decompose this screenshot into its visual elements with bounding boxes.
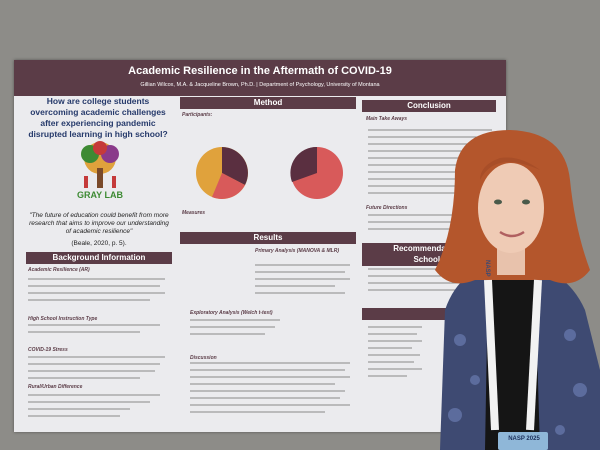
subheading: Participants: — [182, 112, 213, 118]
section-header: Conclusion — [362, 100, 496, 112]
subheading: Main Take Aways — [366, 116, 408, 122]
text-line — [555, 425, 565, 435]
subheading: COVID-19 Stress — [28, 347, 68, 353]
eye — [522, 199, 530, 205]
eye — [494, 199, 502, 205]
title-bar: Academic Resilience in the Aftermath of … — [14, 60, 506, 96]
tree-trunk — [97, 168, 103, 188]
subheading: Measures — [182, 210, 206, 216]
subheading: Exploratory Analysis (Welch t-test) — [190, 310, 273, 316]
text-line — [573, 383, 587, 397]
face — [478, 163, 544, 253]
text-line — [470, 375, 480, 385]
smile — [499, 230, 525, 238]
pie-slice — [212, 173, 245, 199]
logo-tree — [81, 141, 119, 188]
section-header: Method — [180, 97, 356, 109]
subheading: Discussion — [190, 355, 217, 361]
text-lines — [190, 264, 350, 413]
text-line — [454, 334, 466, 346]
shirt — [485, 275, 540, 450]
tree-crown — [93, 141, 107, 155]
section-header: Background Information — [26, 252, 172, 264]
subheading: Academic Resilience (AR) — [28, 267, 90, 273]
quote: "The future of education could benefit f… — [29, 212, 169, 235]
section-header: Results — [180, 232, 356, 244]
citation: (Beale, 2020, p. 5). — [71, 240, 127, 247]
text-line — [448, 408, 462, 422]
subheading: High School Instruction Type — [28, 316, 98, 322]
poster-title: Academic Resilience in the Aftermath of … — [128, 65, 392, 77]
poster-authors: Gillian Wilcox, M.A. & Jacqueline Brown,… — [140, 82, 380, 88]
text-line — [564, 329, 576, 341]
pie-slice — [290, 146, 317, 182]
subheading: Future Directions — [366, 205, 408, 211]
lanyard — [484, 279, 499, 431]
subheading: Rural/Urban Difference — [28, 384, 83, 390]
pie-slice — [222, 147, 248, 185]
group — [190, 264, 350, 413]
badge — [498, 432, 548, 450]
group — [448, 329, 587, 435]
lanyard — [526, 279, 542, 431]
person — [435, 130, 600, 450]
badge-text: NASP 2025 — [508, 436, 540, 442]
research-question: How are college students overcoming acad… — [28, 96, 168, 139]
lanyard-text: NASP — [484, 260, 490, 277]
text-lines — [28, 278, 165, 417]
subheading: Primary Analysis (MANOVA & MLR) — [255, 248, 339, 254]
figure — [84, 176, 88, 188]
logo-text: GRAY LAB — [76, 190, 123, 200]
fringe — [480, 157, 540, 180]
group — [28, 278, 165, 417]
figure — [112, 176, 116, 188]
pie-charts — [196, 146, 343, 199]
